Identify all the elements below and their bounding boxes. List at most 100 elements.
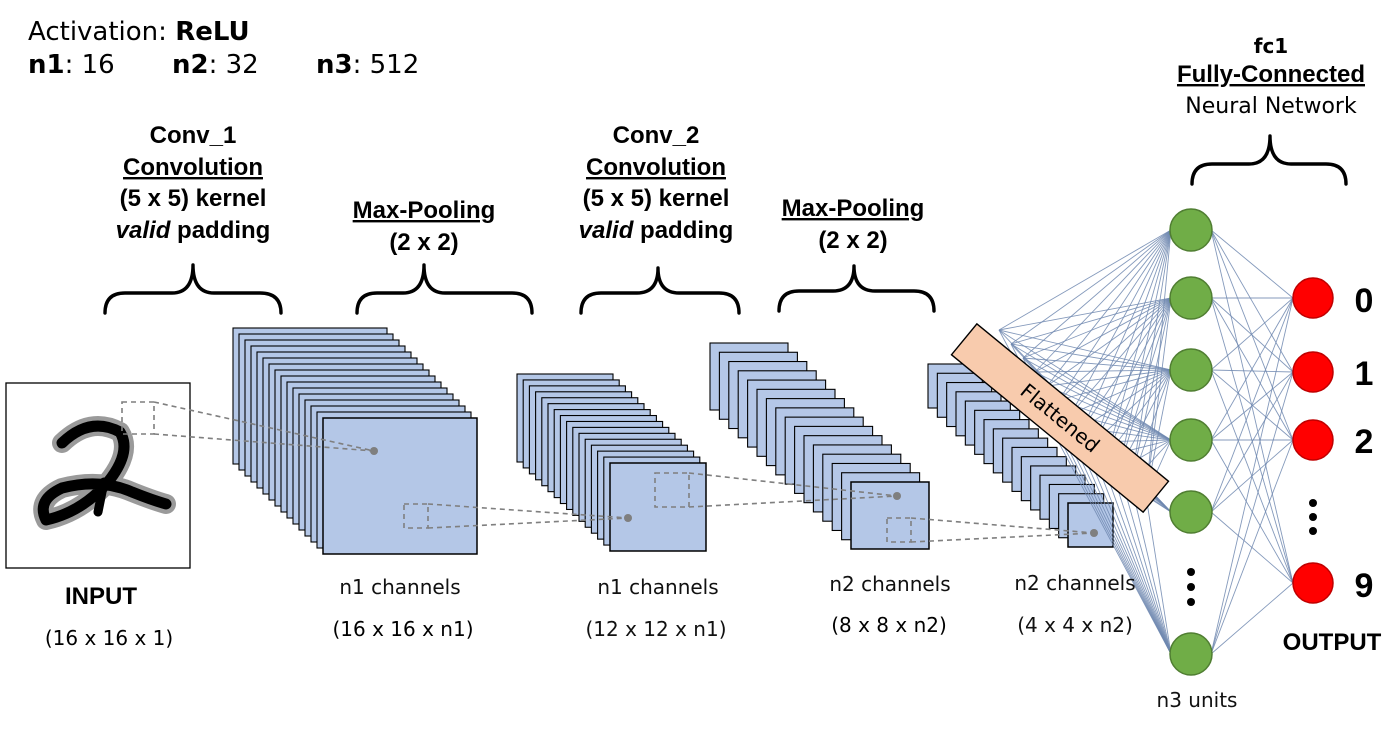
connection-edge [1046,385,1172,441]
activation-label: Activation: [28,17,175,47]
hidden-units-label: n3 units [1157,688,1238,712]
conv2-padding: valid padding [579,217,734,244]
feature-map-slice [850,481,930,550]
receptive-field-box [654,472,690,508]
activation-line: Activation: ReLU [28,17,250,47]
stage2-channels: n1 channels [597,575,718,599]
feature-map-stack-conv1 [232,327,478,555]
pool1-header: Max-Pooling (2 x 2) [353,197,496,256]
param-n1: n1: 16 [28,50,115,80]
stage3-channels: n2 channels [829,572,950,596]
hidden-neuron [1169,348,1213,392]
conv2-header: Conv_2 Convolution (5 x 5) kernel valid … [579,122,734,244]
connection-edge [1210,369,1294,373]
output-class-2: 2 [1355,423,1374,461]
hidden-neuron [1169,276,1213,320]
output-neuron [1292,419,1334,461]
pool1-type: Max-Pooling [353,197,496,224]
output-ellipsis [1309,499,1317,535]
connection-edge [1210,297,1294,584]
feature-map-slice [1067,502,1114,548]
connection-edge [1082,297,1172,429]
connection-edge [1210,371,1294,655]
connection-edge [1210,297,1294,441]
fc1-type: Fully-Connected [1177,61,1365,88]
feature-map-stack-conv2 [709,342,930,550]
output-layer-nodes [1292,277,1334,604]
pool2-header: Max-Pooling (2 x 2) [782,195,925,254]
connection-edge [1210,297,1294,513]
connection-edge [1046,229,1172,387]
activation-value: ReLU [175,17,249,47]
connection-edge [1010,343,1172,371]
conv1-title: Conv_1 [150,122,237,149]
connection-edge [998,297,1172,331]
connection-edge [1022,357,1172,371]
fc1-desc: Neural Network [1185,94,1357,119]
connection-edge [1130,297,1172,485]
connection-edge [1118,229,1172,471]
connection-edge [1046,297,1172,387]
feature-map-stack-pool1 [516,373,707,552]
connection-edge [1210,371,1294,513]
handwritten-digit-2 [33,416,176,530]
connection-edge [1082,229,1172,429]
output-class-1: 1 [1355,355,1374,393]
input-label: INPUT [65,583,137,610]
connection-edge [1210,297,1294,371]
conv1-kernel: (5 x 5) kernel [120,185,267,212]
connection-edge [1070,229,1172,415]
connection-edge [998,229,1172,331]
connection-edge [1118,469,1172,655]
connection-edge [1145,229,1172,497]
connection-edge [1210,297,1294,373]
conv1-type: Convolution [123,154,263,181]
connection-edge [998,329,1172,441]
connection-edge [1145,297,1172,497]
hidden-neuron [1169,208,1213,252]
conv1-brace [103,263,283,315]
feature-map-stack-pool2 [927,363,1114,548]
conv1-padding: valid padding [116,217,271,244]
connection-edge [1058,229,1172,401]
fc1-header: fc1 Fully-Connected Neural Network [1177,34,1365,119]
stage4-dims: (4 x 4 x n2) [1017,613,1133,637]
hidden-layer-nodes [1169,208,1213,676]
connection-edge [1034,229,1172,373]
output-label: OUTPUT [1283,629,1382,656]
connection-edge [1130,229,1172,485]
receptive-field-box [403,503,429,529]
pool2-type: Max-Pooling [782,195,925,222]
param-n3: n3: 512 [316,50,419,80]
fc1-brace [1190,134,1348,186]
connection-edge [1210,439,1294,655]
connection-edge [1022,229,1172,359]
hidden-neuron [1169,632,1213,676]
conv2-type: Convolution [586,154,726,181]
stage3-dims: (8 x 8 x n2) [831,613,947,637]
pool1-brace [355,263,534,315]
conv2-brace [579,266,741,315]
conv2-title: Conv_2 [613,122,700,149]
stage1-channels: n1 channels [339,575,460,599]
stage4-channels: n2 channels [1014,571,1135,595]
connection-edge [1034,371,1172,441]
output-class-9: 9 [1355,567,1374,605]
output-neuron [1292,351,1334,393]
connection-edge [1034,369,1172,373]
connection-edge [1070,297,1172,415]
receptive-field-box [886,517,912,543]
connection-edge [1210,229,1294,373]
stage1-dims: (16 x 16 x n1) [332,617,473,641]
connection-edge [1010,297,1172,345]
connection-edge [1145,495,1172,655]
projection-lines [153,401,1098,543]
connection-edge [1106,229,1172,457]
conv1-header: Conv_1 Convolution (5 x 5) kernel valid … [116,122,271,244]
stage2-dims: (12 x 12 x n1) [585,617,726,641]
connection-edge [1210,582,1294,655]
hidden-ellipsis [1187,568,1195,606]
pool2-brace [777,264,936,313]
connection-edge [1022,297,1172,359]
